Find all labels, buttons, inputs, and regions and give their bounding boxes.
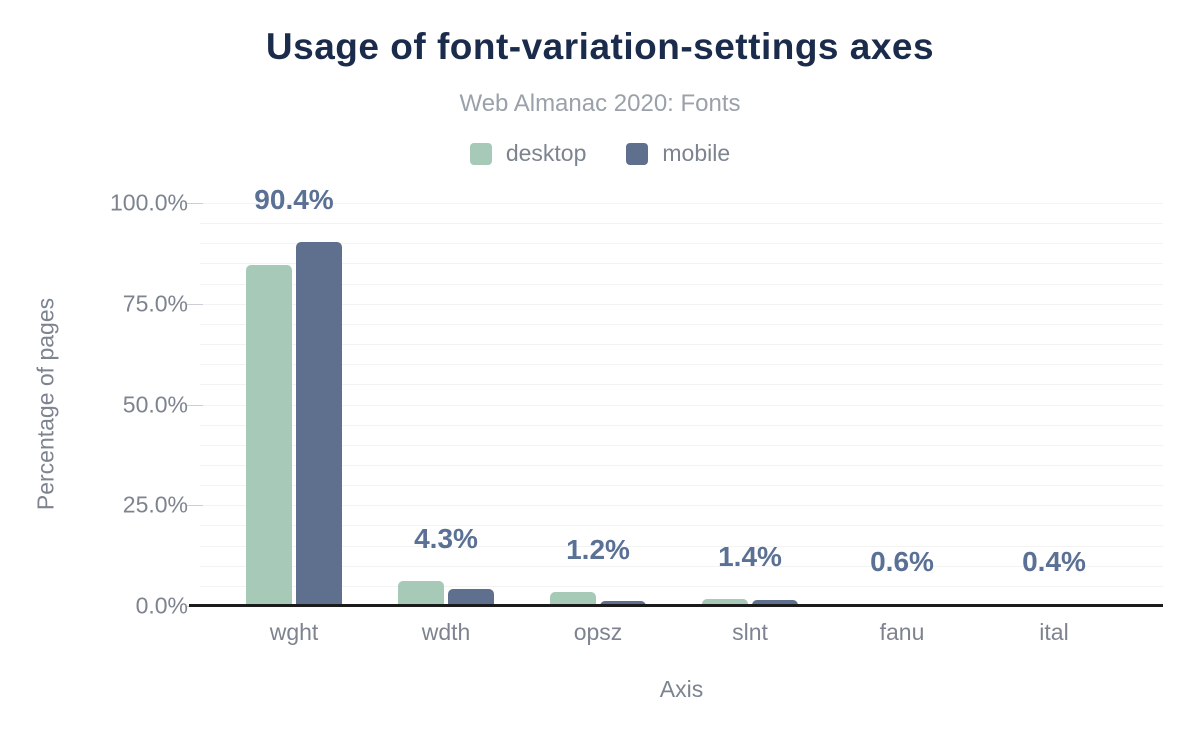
y-tick-label: 0.0% xyxy=(135,592,188,619)
data-label-wght: 90.4% xyxy=(254,183,334,215)
data-label-opsz: 1.2% xyxy=(566,534,630,566)
data-label-ital: 0.4% xyxy=(1022,545,1086,577)
bar-mobile-slnt xyxy=(752,600,798,606)
x-tick-label-opsz: opsz xyxy=(573,619,623,645)
legend: desktop mobile xyxy=(0,140,1200,167)
legend-item-desktop: desktop xyxy=(469,140,587,167)
data-label-slnt: 1.4% xyxy=(718,541,782,573)
x-tick-label-ital: ital xyxy=(1039,619,1069,645)
bar-mobile-wdth xyxy=(448,588,494,606)
y-tick-mark xyxy=(187,404,203,406)
chart-title: Usage of font-variation-settings axes xyxy=(265,26,935,67)
y-tick-mark xyxy=(187,303,203,305)
gridline xyxy=(200,585,1163,587)
gridline xyxy=(200,364,1163,366)
bar-mobile-opsz xyxy=(600,601,646,606)
gridline xyxy=(200,505,1163,507)
y-tick-label: 100.0% xyxy=(109,189,188,216)
data-label-fanu: 0.6% xyxy=(870,545,934,577)
y-tick-label: 50.0% xyxy=(122,391,188,417)
x-tick-label-fanu: fanu xyxy=(879,619,925,645)
gridline xyxy=(200,243,1163,245)
gridline xyxy=(200,444,1163,446)
gridline xyxy=(200,203,1163,204)
legend-label-desktop: desktop xyxy=(505,140,587,166)
chart-subtitle: Web Almanac 2020: Fonts xyxy=(459,90,741,117)
y-tick-label: 75.0% xyxy=(122,290,188,317)
gridline xyxy=(200,565,1163,567)
gridline xyxy=(200,525,1163,527)
bar-desktop-wght xyxy=(246,265,292,606)
mobile-swatch-icon xyxy=(626,142,649,165)
x-axis-title: Axis xyxy=(659,676,704,702)
gridline xyxy=(200,424,1163,426)
gridline xyxy=(200,384,1163,386)
gridline xyxy=(200,485,1163,487)
bar-desktop-opsz xyxy=(550,592,596,606)
bar-desktop-wdth xyxy=(398,581,444,606)
y-tick-mark xyxy=(187,505,203,507)
bar-desktop-slnt xyxy=(702,599,748,606)
gridline xyxy=(200,323,1163,325)
gridline xyxy=(200,464,1163,466)
y-tick-label: 25.0% xyxy=(122,491,188,518)
legend-item-mobile: mobile xyxy=(626,140,730,167)
gridline xyxy=(200,344,1163,346)
legend-label-mobile: mobile xyxy=(662,140,731,166)
x-tick-label-slnt: slnt xyxy=(732,619,768,645)
x-axis-line xyxy=(189,604,1163,607)
plot-area: Axis 100.0% 75.0% 50.0% 25.0% 0.0% 90.4% wght 4… xyxy=(110,184,1163,702)
gridline xyxy=(200,283,1163,285)
x-tick-label-wdth: wdth xyxy=(421,619,471,645)
y-tick-mark xyxy=(187,203,203,204)
x-tick-label-wght: wght xyxy=(269,619,319,645)
gridline xyxy=(200,404,1163,406)
y-axis-title: Percentage of pages xyxy=(32,297,59,511)
gridline xyxy=(200,223,1163,225)
gridline xyxy=(200,545,1163,547)
bar-mobile-wght xyxy=(296,241,342,606)
desktop-swatch-icon xyxy=(469,142,492,165)
gridline xyxy=(200,263,1163,265)
data-label-wdth: 4.3% xyxy=(414,523,478,555)
gridline xyxy=(200,303,1163,305)
